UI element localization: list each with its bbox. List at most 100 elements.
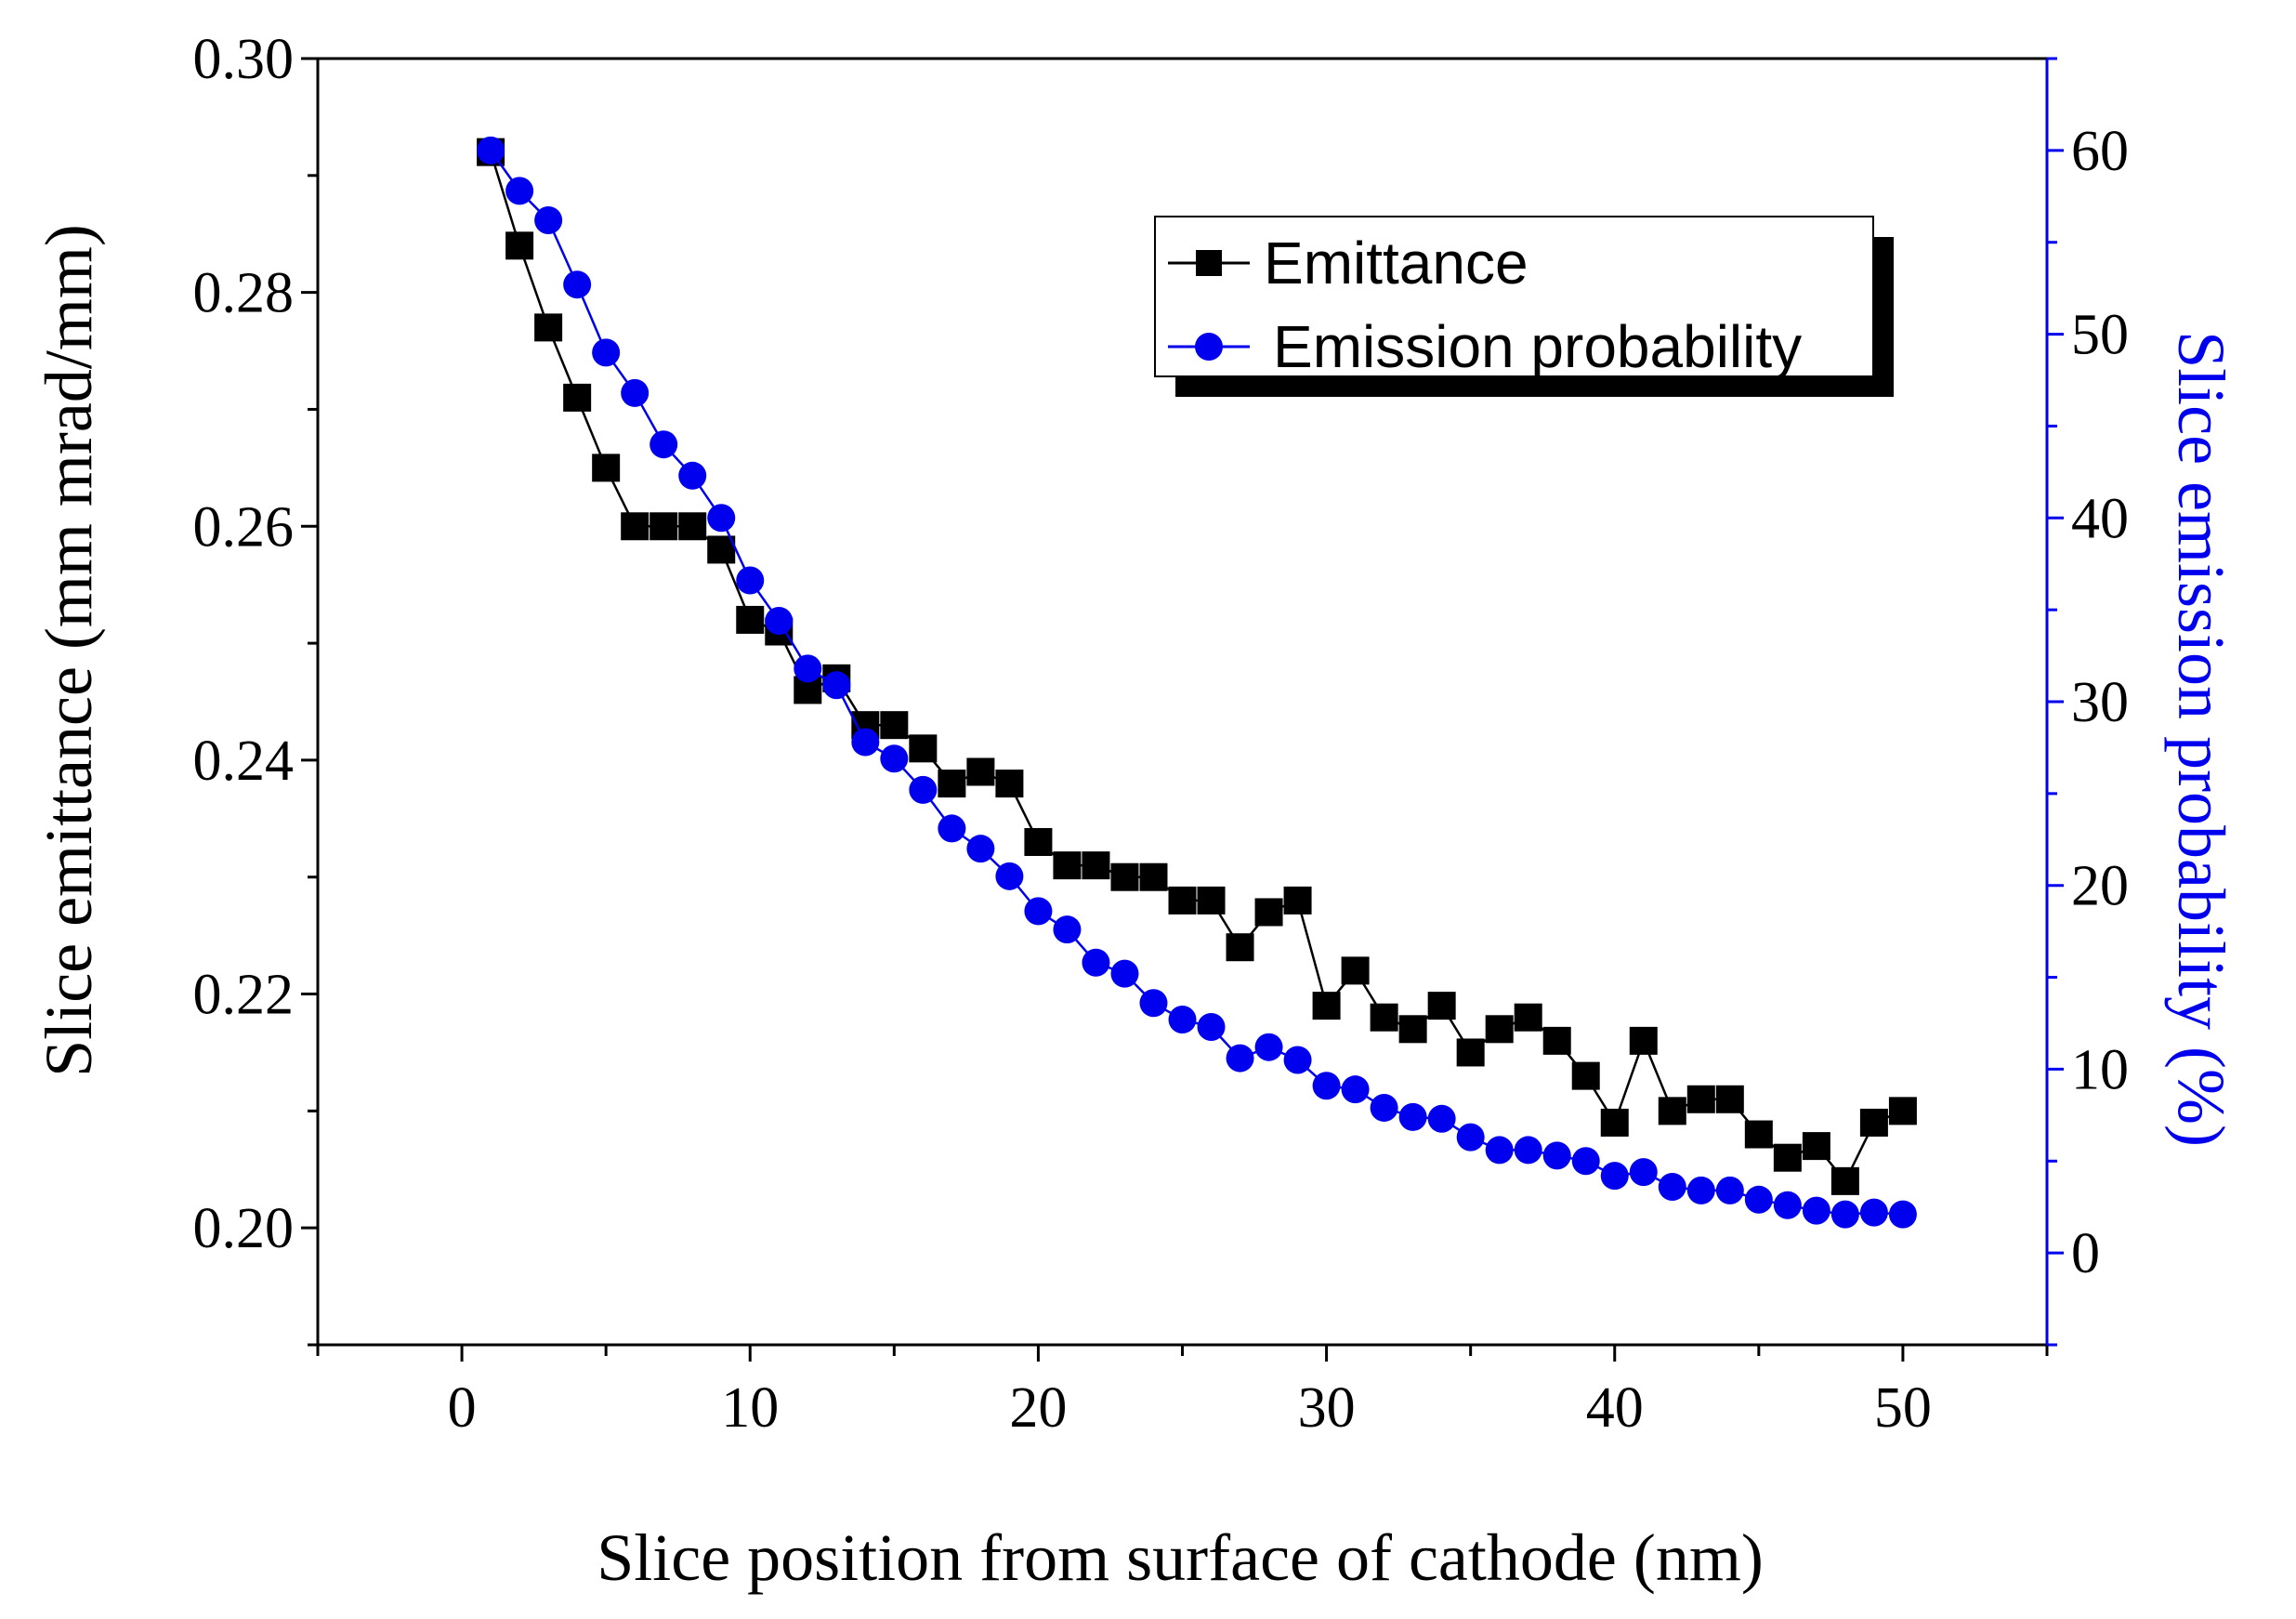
data-point-circle xyxy=(1514,1136,1542,1165)
data-point-square xyxy=(1024,827,1053,856)
data-point-square xyxy=(1082,851,1110,880)
data-point-square xyxy=(1600,1108,1629,1137)
data-point-circle xyxy=(707,504,736,533)
data-point-circle xyxy=(765,607,794,636)
series-emission-probability xyxy=(477,136,1917,1229)
data-point-circle xyxy=(938,814,966,843)
data-point-circle xyxy=(1110,959,1139,988)
x-tick-label: 30 xyxy=(1298,1376,1356,1440)
legend-emittance-marker xyxy=(1196,250,1222,276)
data-point-square xyxy=(505,231,534,260)
data-point-square xyxy=(966,757,995,786)
y-axis-left: 0.20 0.22 0.24 0.26 0.28 0.30 xyxy=(193,28,318,1347)
y-right-tick-label: 30 xyxy=(2071,671,2129,734)
data-point-square xyxy=(563,383,592,412)
data-point-square xyxy=(1139,862,1168,891)
data-point-circle xyxy=(995,862,1024,890)
data-point-circle xyxy=(1571,1147,1600,1176)
x-tick-label: 50 xyxy=(1874,1376,1932,1440)
data-point-square xyxy=(938,770,966,798)
data-point-square xyxy=(1110,862,1139,891)
y-left-tick-label: 0.20 xyxy=(193,1197,295,1260)
data-point-circle xyxy=(1888,1200,1917,1229)
x-axis-title: Slice position from surface of cathode (… xyxy=(597,1520,1764,1595)
data-point-circle xyxy=(1744,1185,1773,1214)
data-point-square xyxy=(1744,1120,1773,1149)
data-point-circle xyxy=(592,338,621,367)
data-point-circle xyxy=(880,744,909,773)
data-point-circle xyxy=(1456,1123,1485,1152)
data-point-circle xyxy=(505,177,534,205)
data-point-circle xyxy=(909,775,938,804)
legend: Emittance Emission probability xyxy=(1154,216,1894,397)
data-point-circle xyxy=(1830,1200,1859,1229)
data-point-circle xyxy=(1859,1198,1888,1227)
data-point-square xyxy=(1168,886,1197,915)
data-point-circle xyxy=(621,378,649,407)
data-point-circle xyxy=(1629,1158,1658,1187)
y-right-tick-label: 50 xyxy=(2071,304,2129,367)
y-right-tick-label: 40 xyxy=(2071,487,2129,550)
data-point-square xyxy=(1456,1038,1485,1067)
y-axis-left-title: Slice emittance (mm mrad/mm) xyxy=(32,224,106,1077)
data-point-circle xyxy=(1283,1046,1312,1074)
data-point-square xyxy=(1053,851,1082,880)
y-left-tick-label: 0.26 xyxy=(193,495,295,559)
y-right-tick-label: 60 xyxy=(2071,120,2129,183)
data-point-circle xyxy=(1427,1104,1456,1133)
data-point-circle xyxy=(1542,1141,1571,1170)
data-point-circle xyxy=(1398,1102,1427,1131)
data-point-circle xyxy=(1254,1033,1283,1061)
data-point-circle xyxy=(1773,1191,1802,1219)
data-point-circle xyxy=(1802,1196,1830,1225)
data-point-square xyxy=(1888,1097,1917,1125)
data-point-square xyxy=(1859,1108,1888,1137)
data-point-square xyxy=(678,512,707,541)
data-point-circle xyxy=(649,430,678,459)
data-point-square xyxy=(909,734,938,763)
series-layer xyxy=(477,136,1917,1229)
data-point-circle xyxy=(1485,1136,1514,1165)
y-right-tick-label: 20 xyxy=(2071,855,2129,918)
data-point-square xyxy=(1341,956,1370,985)
y-left-tick-label: 0.30 xyxy=(193,28,295,91)
data-point-square xyxy=(1485,1015,1514,1044)
data-point-circle xyxy=(1053,915,1082,944)
data-point-circle xyxy=(678,461,707,490)
y-left-tick-label: 0.24 xyxy=(193,730,295,793)
data-point-circle xyxy=(1312,1072,1341,1100)
data-point-square xyxy=(649,512,678,541)
data-point-circle xyxy=(1658,1172,1686,1201)
data-point-square xyxy=(1715,1085,1744,1113)
data-point-square xyxy=(534,313,563,342)
y-left-tick-label: 0.28 xyxy=(193,262,295,325)
data-point-square xyxy=(1398,1015,1427,1044)
data-point-square xyxy=(736,605,765,634)
data-point-circle xyxy=(1226,1044,1254,1073)
data-point-circle xyxy=(1370,1093,1398,1122)
data-point-circle xyxy=(822,671,851,700)
data-point-square xyxy=(880,711,909,740)
data-point-square xyxy=(1197,886,1226,915)
data-point-circle xyxy=(1341,1075,1370,1104)
x-axis: 0 10 20 30 40 50 xyxy=(316,1345,2049,1440)
y-axis-right: 0 10 20 30 40 50 60 xyxy=(2047,57,2129,1347)
data-point-square xyxy=(1427,992,1456,1020)
data-point-circle xyxy=(563,270,592,299)
data-point-square xyxy=(1773,1143,1802,1172)
data-point-circle xyxy=(1197,1012,1226,1041)
y-left-tick-label: 0.22 xyxy=(193,964,295,1027)
legend-box xyxy=(1154,216,1874,377)
data-point-square xyxy=(1830,1166,1859,1195)
data-point-circle xyxy=(966,835,995,863)
data-point-square xyxy=(1283,886,1312,915)
x-tick-label: 40 xyxy=(1586,1376,1644,1440)
legend-emittance-label: Emittance xyxy=(1264,230,1528,296)
data-point-square xyxy=(1658,1097,1686,1125)
legend-probability-label: Emission probability xyxy=(1273,313,1802,380)
data-point-circle xyxy=(736,566,765,595)
data-point-square xyxy=(1571,1061,1600,1090)
data-point-square xyxy=(1226,933,1254,962)
x-tick-label: 0 xyxy=(448,1376,477,1440)
